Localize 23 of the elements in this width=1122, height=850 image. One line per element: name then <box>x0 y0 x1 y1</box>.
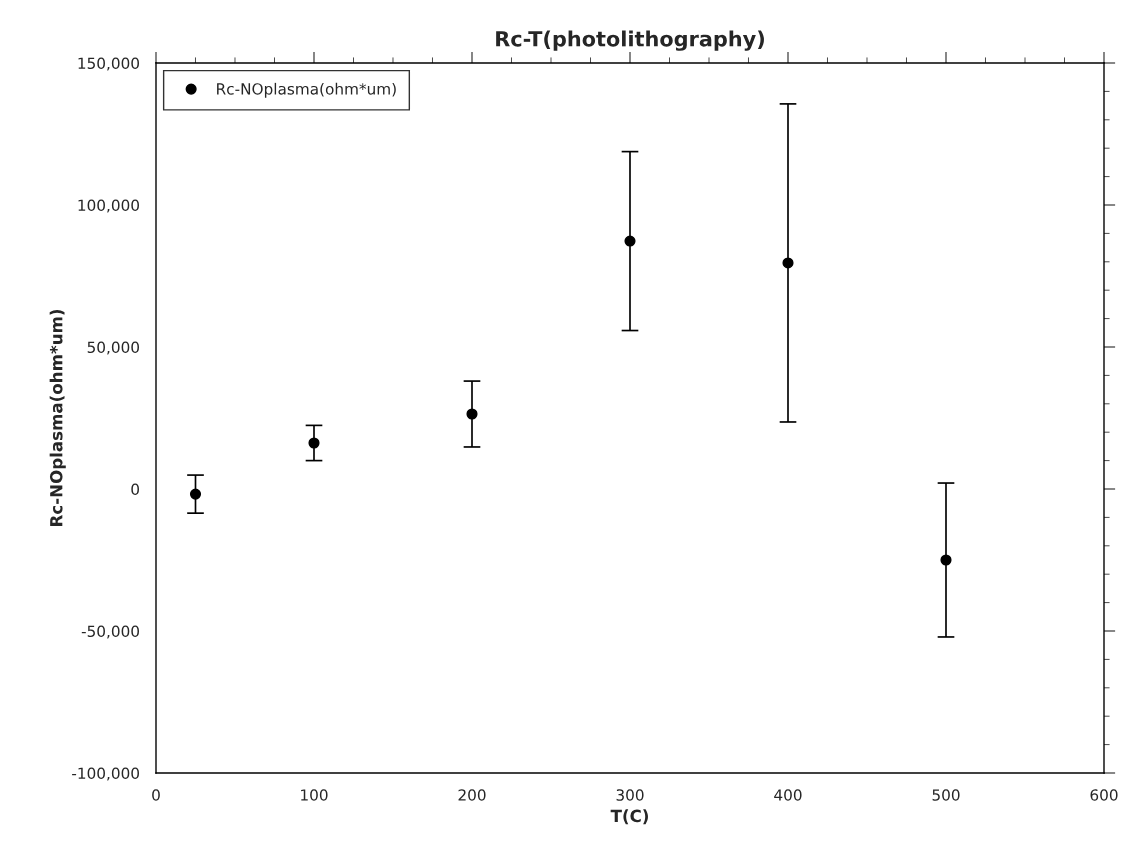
y-tick-label: -50,000 <box>81 625 140 639</box>
x-axis-title: T(C) <box>610 809 648 825</box>
legend-label: Rc-NOplasma(ohm*um) <box>217 82 396 98</box>
point <box>940 554 952 566</box>
x-tick-label: 100 <box>301 789 328 801</box>
x-tick-label: 300 <box>616 789 644 801</box>
y-tick-label: 150,000 <box>78 57 140 71</box>
y-tick-label: 0 <box>131 483 140 496</box>
x-tick-label: 200 <box>458 789 486 801</box>
x-tick-label: 400 <box>774 789 802 801</box>
point <box>189 488 202 500</box>
y-tick-label: -100,000 <box>72 767 140 781</box>
point <box>624 235 636 247</box>
point <box>782 257 794 269</box>
point <box>308 437 320 449</box>
y-axis-title: Rc-NOplasma(ohm*um) <box>49 309 66 526</box>
y-tick-label: 100,000 <box>78 199 140 213</box>
chart-title: Rc-T(photolithography) <box>496 30 764 51</box>
x-tick-label: 600 <box>1090 789 1118 801</box>
y-tick-label: 50,000 <box>87 341 140 355</box>
point <box>466 408 478 420</box>
x-tick-label: 500 <box>932 789 960 801</box>
x-tick-label: 0 <box>152 789 160 801</box>
